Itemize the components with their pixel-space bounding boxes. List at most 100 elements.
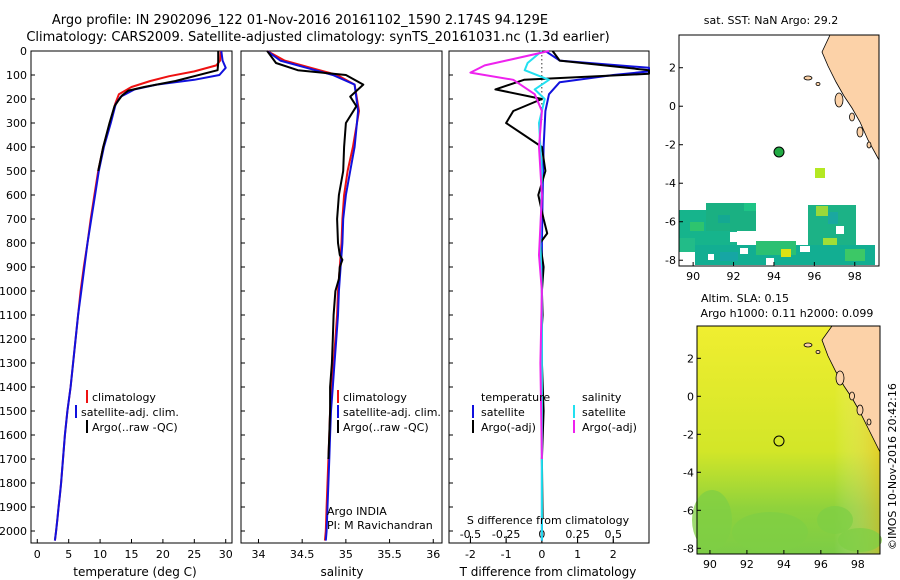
map-y-tick-label: -2: [665, 139, 676, 152]
sst-land-islands: [803, 75, 872, 149]
depth-tick-label: 1700: [0, 453, 27, 466]
depth-tick-label: 600: [6, 189, 27, 202]
temperature-legend: climatology satellite-adj. clim. Argo(..…: [75, 390, 179, 434]
x-tick-label: -2: [465, 548, 476, 561]
sla-map-argo-position: [773, 435, 785, 447]
sst-map-title: sat. SST: NaN Argo: 29.2: [704, 14, 838, 27]
map-x-tick-label: 90: [686, 270, 700, 283]
temperature-panel-frame: [30, 50, 233, 544]
x-tick-label: 5: [65, 548, 72, 561]
map-y-tick-label: -6: [683, 504, 694, 517]
salinity-legend-climatology: climatology: [343, 391, 407, 404]
salinity-panel-frame: [240, 50, 443, 544]
x-tick-label: 0: [34, 548, 41, 561]
series-line-satellite: [540, 50, 650, 541]
depth-tick-label: 1900: [0, 501, 27, 514]
x-tick-label: 10: [93, 548, 107, 561]
temperature-legend-argo: Argo(..raw -QC): [92, 421, 178, 434]
sla-map: 90 92 94 96 98 -8 -6 -4 -2 0 2: [683, 325, 882, 571]
x-tick-label: 0: [538, 548, 545, 561]
map-y-tick-label: -8: [683, 542, 694, 555]
depth-tick-label: 100: [6, 69, 27, 82]
depth-axis: 0 100 200 300 400 500 600 700 800 900 1000 1100 1200…: [0, 45, 27, 538]
depth-tick-label: 2000: [0, 525, 27, 538]
salinity-legend-satellite: satellite-adj. clim.: [343, 406, 441, 419]
depth-tick-label: 1200: [0, 333, 27, 346]
depth-tick-label: 200: [6, 93, 27, 106]
difference-legend-t-argo: Argo(-adj): [481, 421, 536, 434]
map-y-tick-label: -4: [683, 466, 694, 479]
salinity-legend-argo: Argo(..raw -QC): [343, 421, 429, 434]
series-line-argo-raw-qc-: [97, 51, 220, 172]
sst-data-patch-west: [679, 203, 756, 252]
temperature-lines: [53, 50, 227, 541]
sla-map-ticks: 90 92 94 96 98 -8 -6 -4 -2 0 2: [683, 352, 865, 571]
difference-panel-frame: [448, 50, 650, 544]
map-y-tick-label: -2: [683, 428, 694, 441]
map-x-tick-label: 94: [767, 270, 781, 283]
x-tick-label: 34.5: [290, 548, 315, 561]
header-line-2: Climatology: CARS2009. Satellite-adjuste…: [26, 30, 609, 45]
series-line-satellite-adj-clim-: [53, 50, 227, 541]
sst-map-frame: [678, 34, 880, 267]
temperature-legend-satellite: satellite-adj. clim.: [81, 406, 179, 419]
difference-ticks: -2 -1 0 1 2-0.5 -0.25 0 0.25 0.5: [449, 50, 623, 561]
depth-tick-label: 1800: [0, 477, 27, 490]
x-tick-label: 25: [187, 548, 201, 561]
map-x-tick-label: 98: [851, 558, 865, 571]
salinity-lines: [266, 50, 365, 541]
sla-map-green-swirls: [692, 490, 882, 552]
sla-map-title: Altim. SLA: 0.15: [701, 292, 789, 305]
map-x-tick-label: 92: [740, 558, 754, 571]
depth-tick-label: 700: [6, 213, 27, 226]
header-line-1: Argo profile: IN 2902096_122 01-Nov-2016…: [52, 13, 548, 28]
difference-legend: temperature satellite Argo(-adj) salinit…: [472, 391, 637, 434]
depth-tick-label: 800: [6, 237, 27, 250]
x-tick-label: 30: [219, 548, 233, 561]
x-tick-label: 36: [426, 548, 440, 561]
sla-map-frame: [696, 325, 881, 555]
argo-pi-label: PI: M Ravichandran: [327, 519, 433, 532]
x2-tick-label: 0.5: [605, 528, 623, 541]
map-x-tick-label: 98: [848, 270, 862, 283]
series-line-argo-adj-: [494, 50, 650, 520]
sst-white-gaps: [708, 226, 844, 266]
x-tick-label: 1: [574, 548, 581, 561]
salinity-x-label: salinity: [320, 565, 363, 579]
x-tick-label: 20: [156, 548, 170, 561]
difference-legend-s-argo: Argo(-adj): [582, 421, 637, 434]
temperature-x-ticks: 0 5 10 15 20 25 30: [31, 50, 233, 561]
map-y-tick-label: -8: [665, 254, 676, 267]
map-x-tick-label: 90: [703, 558, 717, 571]
x-tick-label: 2: [610, 548, 617, 561]
difference-lines: [469, 50, 650, 541]
depth-tick-label: 400: [6, 141, 27, 154]
x-tick-label: 35.5: [377, 548, 402, 561]
map-y-tick-label: 2: [669, 62, 676, 75]
sst-map: 90 92 94 96 98 -8 -6 -4 -2 0 2: [665, 34, 880, 283]
sla-land-islands: [803, 342, 872, 426]
depth-tick-label: 1300: [0, 357, 27, 370]
depth-tick-label: 0: [20, 45, 27, 58]
map-y-tick-label: -6: [665, 216, 676, 229]
temperature-x-label: temperature (deg C): [73, 565, 196, 579]
difference-x-label: T difference from climatology: [459, 565, 637, 579]
x-tick-label: -1: [501, 548, 512, 561]
salinity-legend: climatology satellite-adj. clim. Argo(..…: [337, 390, 441, 434]
x-tick-label: 34: [251, 548, 265, 561]
map-x-tick-label: 92: [727, 270, 741, 283]
series-line-argo-adj-: [469, 50, 550, 460]
map-x-tick-label: 96: [814, 558, 828, 571]
series-line-satellite-adj-clim-: [266, 50, 360, 541]
depth-tick-label: 900: [6, 261, 27, 274]
imos-credit: ©IMOS 10-Nov-2016 20:42:16: [886, 383, 899, 550]
depth-tick-label: 1100: [0, 309, 27, 322]
difference-legend-s-satellite: satellite: [582, 406, 626, 419]
temperature-legend-climatology: climatology: [92, 391, 156, 404]
depth-tick-label: 1000: [0, 285, 27, 298]
depth-tick-label: 1500: [0, 405, 27, 418]
map-y-tick-label: 0: [687, 390, 694, 403]
map-y-tick-label: 2: [687, 352, 694, 365]
x-tick-label: 15: [125, 548, 139, 561]
